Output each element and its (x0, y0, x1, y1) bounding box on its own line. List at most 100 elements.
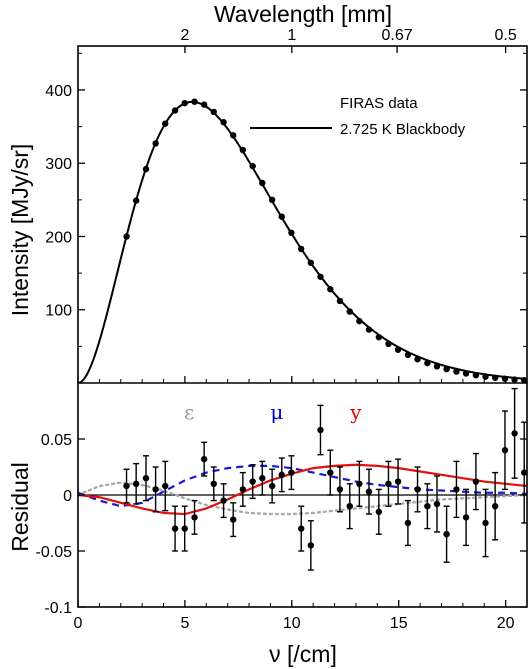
y-tick-label: 0 (63, 488, 72, 505)
firas-data-point (298, 245, 305, 253)
residual-data-point (356, 480, 363, 487)
firas-data-point (200, 101, 208, 108)
residual-data-point (220, 497, 227, 504)
residual-data-point (123, 482, 130, 490)
firas-data-point (433, 363, 441, 370)
residual-data-point (249, 478, 256, 485)
firas-data-point (142, 165, 150, 173)
residual-data-point (288, 469, 295, 476)
top-panel-plot (78, 98, 527, 383)
firas-data-point (123, 233, 130, 240)
y-model-curve (78, 463, 527, 516)
y-tick-label: 200 (45, 229, 72, 246)
residual-data-point (181, 525, 188, 532)
firas-data-point (394, 346, 402, 353)
top-x-tick-label: 2 (180, 27, 189, 44)
x-tick-label: 10 (283, 615, 301, 632)
firas-data-point (356, 317, 363, 325)
residual-axis-title: Residual (7, 462, 33, 552)
firas-data-point (404, 351, 412, 359)
residual-data-point (278, 471, 285, 479)
bottom-panel-plot (78, 387, 527, 571)
firas-data-point (191, 98, 198, 105)
y-label: y (349, 400, 362, 424)
y-tick-label: 300 (45, 156, 72, 173)
epsilon-label: ε (184, 400, 194, 424)
residual-data-point (191, 514, 198, 521)
residual-data-point (453, 486, 460, 493)
firas-data-point (443, 365, 450, 373)
residual-data-point (443, 531, 450, 538)
residual-data-point (491, 503, 499, 510)
firas-data-point (385, 340, 392, 348)
residual-data-point (365, 488, 373, 495)
residual-data-point (424, 503, 431, 510)
top-x-tick-label: 1 (287, 27, 296, 44)
x-tick-label: 5 (180, 615, 189, 632)
residual-data-point (472, 478, 480, 485)
residual-data-point (268, 482, 276, 490)
residual-data-point (501, 447, 509, 454)
residual-data-point (385, 480, 392, 487)
residual-data-point (230, 516, 237, 523)
plot-frame (77, 45, 528, 608)
residual-data-point (317, 426, 324, 434)
firas-data-point (210, 108, 217, 116)
residual-data-point (210, 480, 217, 487)
y-tick-label: 0.05 (41, 432, 72, 449)
firas-data-point (521, 377, 527, 383)
mu-label: μ (270, 400, 283, 424)
firas-data-point (453, 368, 460, 375)
firas-data-point (462, 370, 470, 377)
y-tick-label: -0.05 (36, 544, 73, 561)
residual-data-point (482, 519, 489, 527)
firas-data-point (482, 373, 489, 380)
residual-data-point (404, 519, 412, 527)
firas-data-point (307, 259, 315, 267)
firas-data-point (132, 197, 140, 204)
legend-firas-data: FIRAS data (340, 95, 418, 112)
firas-data-point (259, 179, 266, 187)
residual-data-point (298, 525, 305, 532)
firas-data-point (181, 99, 188, 107)
firas-data-point (424, 359, 431, 367)
firas-data-point (249, 162, 256, 170)
residual-data-point (307, 542, 315, 549)
residual-data-point (142, 475, 150, 482)
y-tick-label: 100 (45, 303, 72, 320)
x-tick-label: 0 (74, 615, 83, 632)
residual-data-point (511, 430, 518, 437)
residual-data-point (336, 486, 344, 493)
residual-data-point (162, 482, 169, 490)
firas-data-point (472, 372, 480, 379)
top-axis-title: Wavelength [mm] (214, 1, 392, 27)
residual-data-point (433, 500, 441, 508)
residual-data-point (259, 475, 266, 482)
residual-data-point (132, 480, 140, 487)
residual-data-point (200, 455, 208, 463)
y-tick-label: -0.1 (44, 600, 72, 617)
firas-data-point (220, 118, 227, 126)
firas-data-point (278, 213, 285, 220)
firas-data-point (288, 229, 295, 237)
residual-data-point (171, 525, 179, 532)
residual-data-point (152, 486, 159, 493)
firas-data-point (239, 146, 247, 154)
blackbody-curve (78, 100, 527, 383)
firas-data-point (365, 326, 373, 333)
residual-data-point (462, 514, 470, 521)
firas-data-point (230, 132, 237, 139)
y-tick-label: 400 (45, 83, 72, 100)
firas-data-point (414, 356, 421, 363)
legend-blackbody: 2.725 K Blackbody (340, 121, 466, 138)
top-x-tick-label: 0.5 (494, 27, 516, 44)
x-tick-label: 20 (497, 615, 515, 632)
firas-data-point (375, 334, 383, 341)
residual-data-point (521, 469, 527, 476)
top-x-tick-label: 0.67 (382, 27, 413, 44)
firas-data-point (346, 308, 353, 315)
residual-data-point (346, 503, 353, 510)
epsilon-model-curve (78, 481, 527, 516)
firas-data-point (336, 297, 344, 305)
residual-data-point (414, 486, 421, 493)
